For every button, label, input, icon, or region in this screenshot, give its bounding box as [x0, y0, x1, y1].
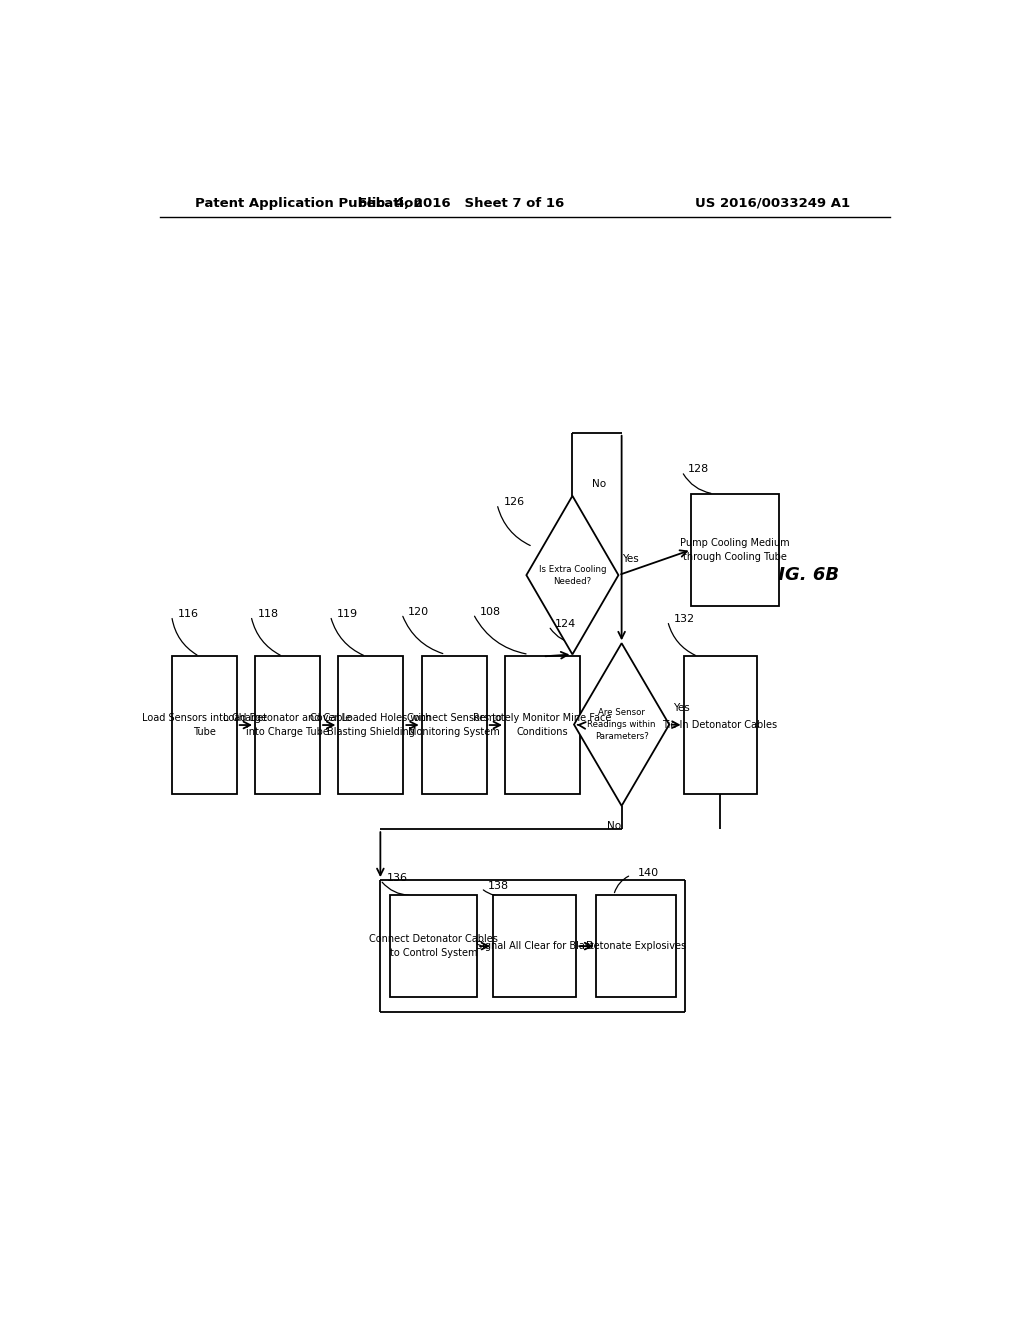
Text: 108: 108 — [479, 607, 501, 616]
Text: Connect Sensors to
Monitoring System: Connect Sensors to Monitoring System — [407, 713, 502, 737]
Text: Tie In Detonator Cables: Tie In Detonator Cables — [663, 719, 777, 730]
Text: Connect Detonator Cables
to Control System: Connect Detonator Cables to Control Syst… — [369, 935, 498, 958]
Text: 120: 120 — [409, 607, 429, 616]
Text: Cover Loaded Holes with
Blasting Shielding: Cover Loaded Holes with Blasting Shieldi… — [310, 713, 431, 737]
FancyArrowPatch shape — [550, 628, 577, 644]
FancyBboxPatch shape — [691, 494, 778, 606]
Text: Detonate Explosives: Detonate Explosives — [586, 941, 686, 952]
Text: 119: 119 — [337, 609, 357, 619]
FancyBboxPatch shape — [505, 656, 581, 793]
Text: 126: 126 — [504, 496, 524, 507]
FancyArrowPatch shape — [483, 890, 506, 896]
Text: No: No — [606, 821, 621, 832]
FancyArrowPatch shape — [683, 474, 711, 494]
Text: Feb. 4, 2016   Sheet 7 of 16: Feb. 4, 2016 Sheet 7 of 16 — [358, 197, 564, 210]
FancyBboxPatch shape — [494, 895, 577, 997]
FancyArrowPatch shape — [331, 619, 364, 655]
FancyArrowPatch shape — [669, 623, 695, 655]
Text: FIG. 6B: FIG. 6B — [766, 566, 839, 585]
Text: 136: 136 — [387, 873, 408, 883]
Text: 128: 128 — [688, 465, 710, 474]
FancyBboxPatch shape — [422, 656, 486, 793]
Text: Load Sensors into Charge
Tube: Load Sensors into Charge Tube — [141, 713, 266, 737]
FancyArrowPatch shape — [382, 882, 410, 895]
FancyBboxPatch shape — [255, 656, 321, 793]
Text: No: No — [592, 479, 606, 488]
FancyArrowPatch shape — [614, 876, 629, 892]
Text: Pump Cooling Medium
through Cooling Tube: Pump Cooling Medium through Cooling Tube — [680, 537, 790, 562]
FancyArrowPatch shape — [252, 619, 281, 655]
FancyArrowPatch shape — [172, 619, 197, 655]
FancyArrowPatch shape — [474, 616, 526, 653]
Text: 124: 124 — [555, 619, 577, 628]
FancyBboxPatch shape — [172, 656, 237, 793]
FancyArrowPatch shape — [402, 616, 442, 653]
FancyArrowPatch shape — [498, 507, 530, 545]
FancyBboxPatch shape — [596, 895, 676, 997]
FancyBboxPatch shape — [390, 895, 477, 997]
Text: Patent Application Publication: Patent Application Publication — [196, 197, 423, 210]
Text: Is Extra Cooling
Needed?: Is Extra Cooling Needed? — [539, 565, 606, 586]
FancyBboxPatch shape — [684, 656, 757, 793]
Text: Are Sensor
Readings within
Parameters?: Are Sensor Readings within Parameters? — [588, 709, 655, 741]
Text: Yes: Yes — [623, 554, 639, 564]
Text: 116: 116 — [178, 609, 199, 619]
Text: 132: 132 — [674, 614, 695, 624]
Text: US 2016/0033249 A1: US 2016/0033249 A1 — [695, 197, 851, 210]
Text: Load Detonator and Cable
into Charge Tube: Load Detonator and Cable into Charge Tub… — [223, 713, 351, 737]
FancyBboxPatch shape — [338, 656, 403, 793]
Text: 118: 118 — [257, 609, 279, 619]
Polygon shape — [526, 496, 618, 655]
Text: 140: 140 — [638, 869, 658, 878]
Polygon shape — [574, 643, 670, 805]
Text: Signal All Clear for Blast: Signal All Clear for Blast — [476, 941, 594, 952]
Text: Yes: Yes — [673, 704, 690, 713]
Text: Remotely Monitor Mine Face
Conditions: Remotely Monitor Mine Face Conditions — [473, 713, 612, 737]
Text: 138: 138 — [487, 882, 509, 891]
